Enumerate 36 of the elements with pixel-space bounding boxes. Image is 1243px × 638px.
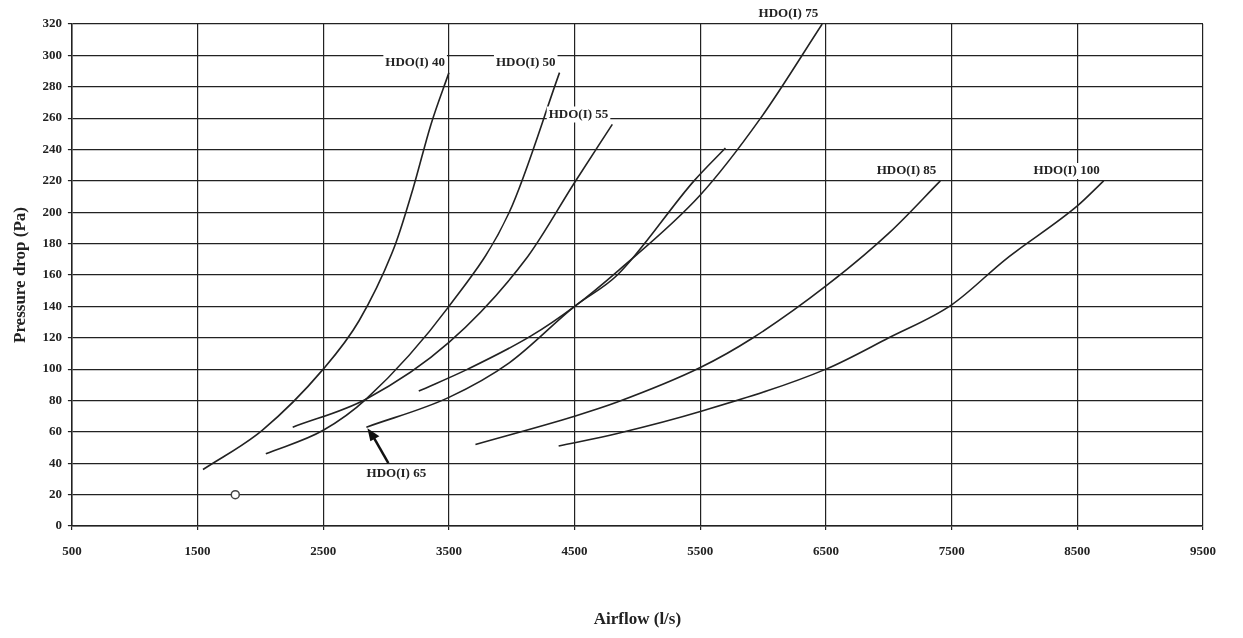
y-tick-label: 40 (48, 454, 62, 470)
series-label: HDO(I) 55 (548, 105, 609, 121)
y-tick-label: 20 (48, 485, 62, 501)
series-label: HDO(I) 40 (385, 53, 445, 69)
series-label: HDO(I) 100 (1033, 162, 1100, 178)
x-tick-label: 8500 (1064, 543, 1091, 559)
x-tick-label: 1500 (184, 543, 211, 559)
x-axis-title: Airflow (l/s) (593, 609, 682, 629)
y-tick-label: 180 (42, 234, 62, 250)
y-tick-label: 140 (42, 297, 62, 313)
y-tick-label: 260 (42, 109, 62, 125)
x-tick-label: 4500 (561, 543, 588, 559)
y-tick-label: 120 (42, 329, 62, 345)
y-tick-label: 320 (42, 15, 62, 31)
y-axis-title: Pressure drop (Pa) (9, 207, 29, 343)
y-tick-label: 280 (42, 78, 62, 94)
y-tick-label: 200 (42, 203, 62, 219)
series-label: HDO(I) 50 (495, 53, 556, 69)
y-tick-label: 80 (48, 391, 62, 407)
y-tick-label: 160 (42, 266, 62, 282)
y-tick-label: 300 (42, 46, 62, 62)
x-tick-label: 2500 (310, 543, 337, 559)
annotation: HDO(I) 65 (366, 464, 427, 480)
y-tick-label: 0 (55, 517, 62, 533)
series-label: HDO(I) 85 (876, 162, 937, 178)
x-tick-label: 500 (62, 543, 82, 559)
y-tick-label: 60 (48, 423, 62, 439)
y-tick-label: 240 (42, 140, 62, 156)
x-tick-label: 9500 (1190, 543, 1216, 559)
y-tick-label: 220 (42, 172, 62, 188)
x-tick-label: 6500 (812, 543, 839, 559)
x-tick-label: 5500 (687, 543, 714, 559)
x-tick-label: 3500 (435, 543, 462, 559)
x-tick-label: 7500 (938, 543, 965, 559)
y-tick-label: 100 (42, 360, 62, 376)
series-label: HDO(I) 75 (758, 5, 819, 21)
